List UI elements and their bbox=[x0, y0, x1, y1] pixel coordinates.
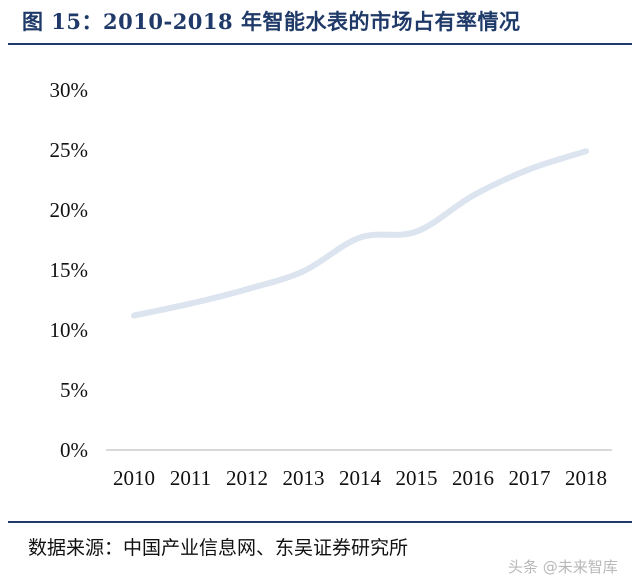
chart-title: 图 15：2010-2018 年智能水表的市场占有率情况 bbox=[22, 9, 521, 34]
y-axis-labels: 0% 5% 10% 15% 20% 25% 30% bbox=[50, 78, 89, 462]
x-tick-label: 2012 bbox=[226, 466, 268, 490]
y-tick-label: 0% bbox=[60, 438, 88, 462]
x-tick-label: 2018 bbox=[565, 466, 607, 490]
y-tick-label: 15% bbox=[50, 258, 89, 282]
line-chart: 0% 5% 10% 15% 20% 25% 30% 2010 2011 2012 2013 2014… bbox=[50, 78, 612, 490]
x-axis-labels: 2010 2011 2012 2013 2014 2015 2016 2017 2018 bbox=[113, 466, 607, 490]
watermark: 头条 @未来智库 bbox=[508, 558, 618, 576]
y-tick-label: 25% bbox=[50, 138, 89, 162]
y-tick-label: 30% bbox=[50, 78, 89, 102]
x-tick-label: 2011 bbox=[170, 466, 211, 490]
x-tick-label: 2016 bbox=[452, 466, 494, 490]
x-tick-label: 2010 bbox=[113, 466, 155, 490]
y-tick-label: 5% bbox=[60, 378, 88, 402]
y-tick-label: 10% bbox=[50, 318, 89, 342]
source-divider bbox=[8, 521, 632, 523]
title-divider bbox=[8, 43, 632, 45]
data-source: 数据来源：中国产业信息网、东吴证券研究所 bbox=[28, 537, 409, 559]
y-tick-label: 20% bbox=[50, 198, 89, 222]
x-tick-label: 2017 bbox=[509, 466, 551, 490]
market-share-line bbox=[131, 148, 589, 319]
x-tick-label: 2015 bbox=[396, 466, 438, 490]
x-tick-label: 2013 bbox=[283, 466, 325, 490]
x-tick-label: 2014 bbox=[339, 466, 382, 490]
